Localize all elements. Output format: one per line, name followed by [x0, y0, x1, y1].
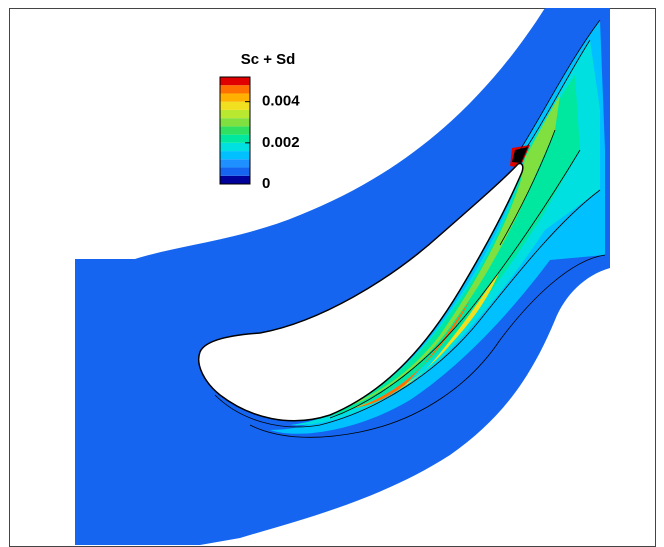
iso-line — [329, 149, 581, 419]
colorbar-band — [220, 175, 250, 184]
colorbar-tick-label: 0.004 — [262, 93, 300, 110]
flow-domain — [75, 8, 610, 545]
colorbar-tick-label: 0.002 — [262, 134, 300, 151]
colorbar-title: Sc + Sd — [241, 51, 296, 68]
contour-band — [512, 147, 528, 163]
colorbar-band — [220, 101, 250, 110]
colorbar-band — [220, 167, 250, 176]
colorbar-band — [220, 109, 250, 119]
colorbar-band — [220, 118, 250, 127]
colorbar-band — [220, 93, 250, 102]
colorbar-band — [220, 134, 250, 143]
iso-line — [249, 19, 606, 438]
colorbar-band — [220, 159, 250, 168]
colorbar-band — [220, 126, 250, 135]
colorbar-band — [220, 142, 250, 152]
colorbar-tick-label: 0 — [262, 175, 270, 192]
colorbar-frame — [219, 76, 251, 185]
iso-line — [499, 129, 556, 246]
colorbar: 0 0.002 0.004 — [219, 76, 300, 192]
colorbar-band — [220, 85, 250, 94]
colorbar-band — [220, 77, 250, 86]
blade — [198, 162, 524, 422]
iso-line — [214, 39, 601, 428]
colorbar-band — [220, 151, 250, 160]
